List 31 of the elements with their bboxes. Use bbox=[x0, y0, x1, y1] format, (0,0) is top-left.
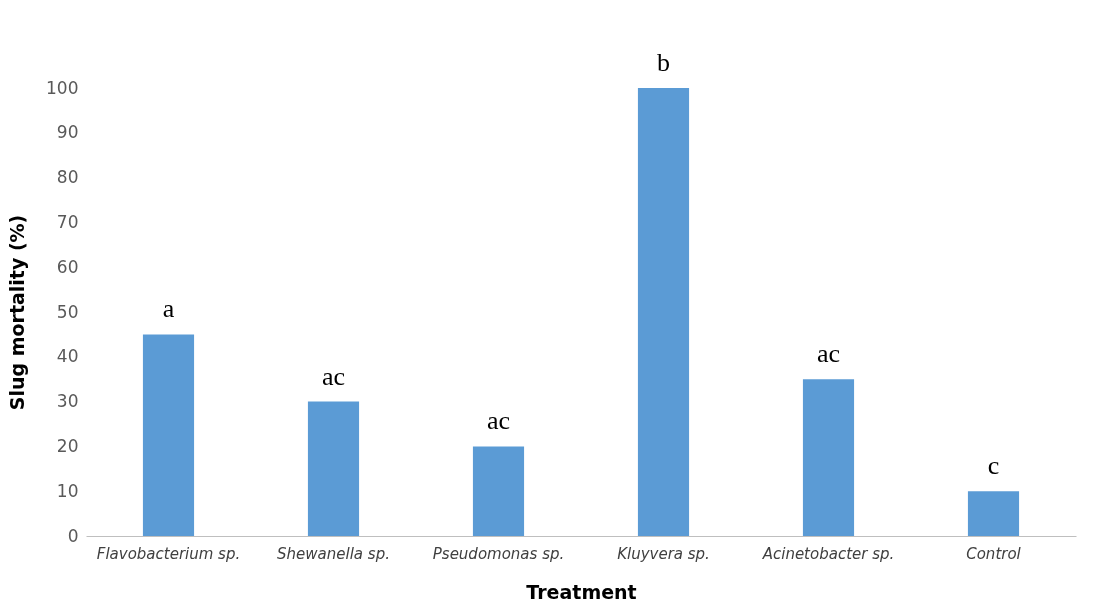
y-tick-label: 10 bbox=[56, 480, 79, 501]
x-tick-label: Acinetobacter sp. bbox=[761, 544, 895, 563]
bar bbox=[307, 401, 360, 536]
annotation: a bbox=[162, 294, 175, 324]
annotation: ac bbox=[321, 361, 346, 391]
y-tick-label: 20 bbox=[56, 435, 79, 456]
y-tick-label: 60 bbox=[56, 256, 79, 277]
bar bbox=[967, 491, 1020, 536]
y-axis-title: Slug mortality (%) bbox=[6, 214, 29, 411]
x-tick-label: Pseudomonas sp. bbox=[432, 544, 565, 563]
x-tick-label: Control bbox=[966, 544, 1022, 563]
y-tick-label: 50 bbox=[56, 301, 79, 322]
y-tick-label: 70 bbox=[56, 211, 79, 232]
x-tick-label: Kluyvera sp. bbox=[617, 544, 710, 563]
x-axis-title: Treatment bbox=[526, 580, 637, 601]
bar bbox=[142, 334, 195, 536]
x-tick-label: Flavobacterium sp. bbox=[96, 544, 241, 563]
bar bbox=[802, 379, 855, 536]
y-tick-label: 100 bbox=[46, 77, 79, 98]
annotation: ac bbox=[816, 339, 841, 369]
annotation: ac bbox=[486, 406, 511, 436]
y-tick-label: 0 bbox=[67, 525, 79, 546]
y-tick-label: 80 bbox=[56, 167, 79, 188]
annotation: c bbox=[987, 451, 1000, 481]
x-tick-label: Shewanella sp. bbox=[277, 544, 390, 563]
annotation: b bbox=[657, 48, 670, 77]
y-tick-label: 90 bbox=[56, 122, 79, 143]
y-tick-label: 40 bbox=[56, 346, 79, 367]
bar bbox=[637, 88, 690, 536]
bar bbox=[472, 446, 525, 536]
y-tick-label: 30 bbox=[56, 391, 79, 412]
